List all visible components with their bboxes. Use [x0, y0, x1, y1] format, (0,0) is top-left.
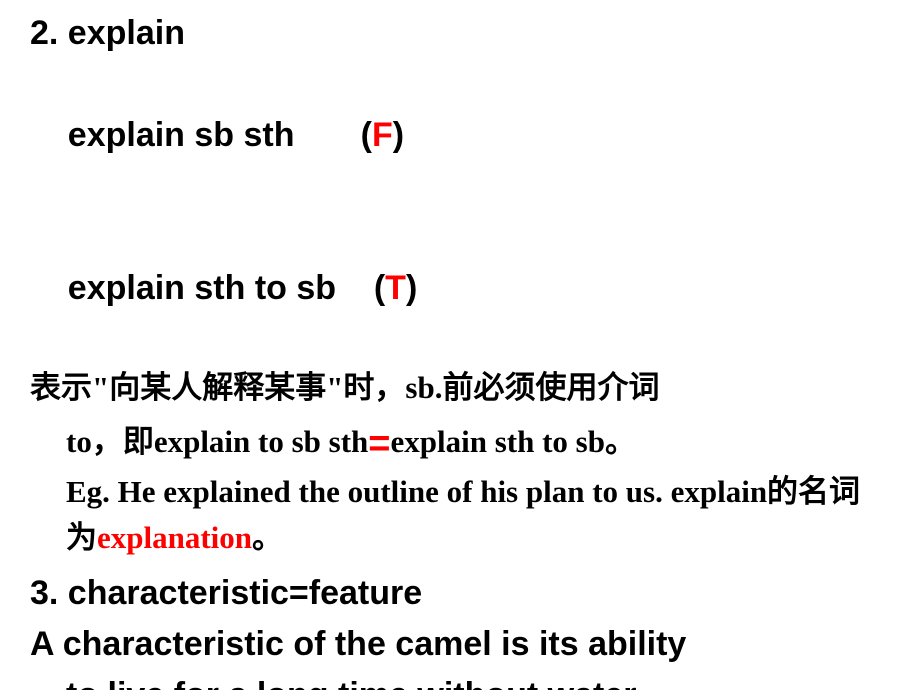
item2-title: 2. explain — [30, 8, 890, 59]
equals-sign: = — [368, 423, 390, 465]
text-segment: ) — [406, 269, 417, 307]
item2-example: Eg. He explained the outline of his plan… — [30, 469, 890, 562]
item2-pattern-false: explain sb sth (F) — [30, 59, 890, 212]
text-segment: 。 — [252, 520, 283, 555]
item2-note-line2: to，即explain to sb sth=explain sth to sb。 — [30, 412, 890, 469]
item3-sentence-a: A characteristic of the camel is its abi… — [30, 619, 890, 670]
text-segment: explain sth to sb ( — [68, 269, 385, 307]
true-marker: T — [385, 269, 406, 307]
item2-pattern-true: explain sth to sb (T) — [30, 212, 890, 365]
explanation-word: explanation — [97, 520, 252, 555]
item2-note-line1: 表示"向某人解释某事"时，sb.前必须使用介词 — [30, 365, 890, 412]
text-segment: to，即explain to sb sth — [66, 424, 368, 459]
text-segment: ) — [393, 116, 404, 154]
false-marker: F — [372, 116, 393, 154]
item3-sentence-b: to live for a long time without water. — [30, 670, 890, 690]
item3-title: 3. characteristic=feature — [30, 568, 890, 619]
text-segment: explain sth to sb。 — [391, 424, 636, 459]
slide-content: 2. explain explain sb sth (F) explain st… — [0, 0, 920, 690]
text-segment: explain sb sth ( — [68, 116, 372, 154]
